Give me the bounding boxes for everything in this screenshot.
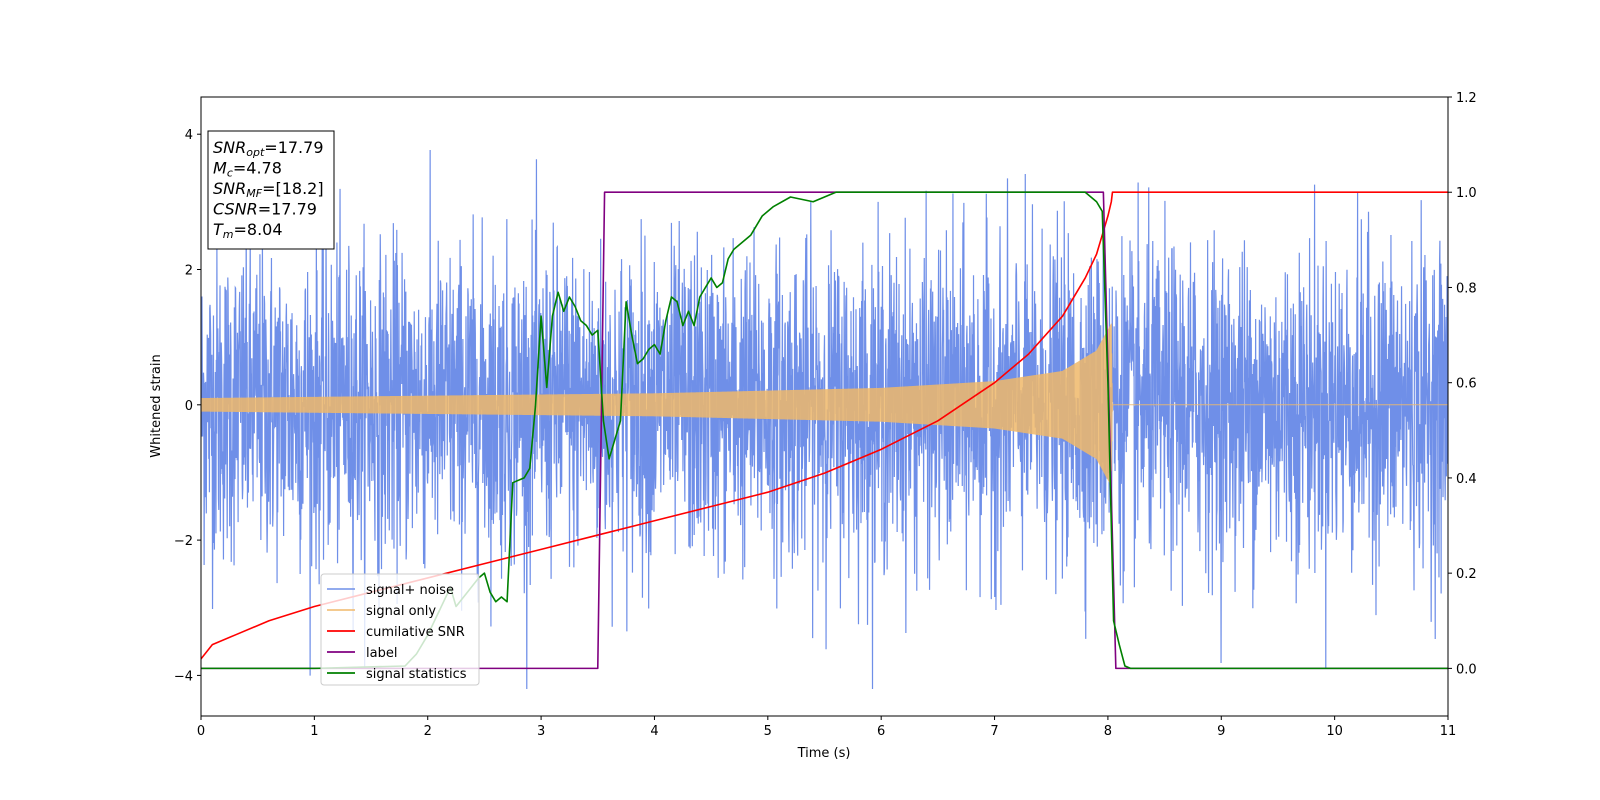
y-right-tick-label: 1.2 [1456, 91, 1477, 106]
y-left-tick-label: 0 [185, 399, 193, 414]
x-axis-label: Time (s) [797, 746, 851, 761]
info-box-line: Mc=4.78 [213, 159, 282, 180]
series-signal-noise-line [201, 150, 1448, 689]
x-tick-label: 5 [764, 724, 772, 739]
y-right-tick-label: 0.2 [1456, 567, 1477, 582]
legend-label: cumilative SNR [366, 625, 465, 640]
legend-label: label [366, 646, 397, 661]
y-left-tick-label: −2 [174, 534, 193, 549]
x-tick-label: 1 [310, 724, 318, 739]
y-left-tick-label: 2 [185, 264, 193, 279]
x-tick-label: 3 [537, 724, 545, 739]
axes-ticks: 0 1 2 3 4 5 6 7 8 9 10 11 4 2 0 −2 −4 1.2 1.0 0.8 0.6 0.4 0.2 0… [174, 91, 1477, 739]
plot-frame [200, 96, 1449, 717]
legend: signal+ noise signal only cumilative SNR la… [320, 573, 480, 686]
x-tick-label: 0 [197, 724, 205, 739]
info-box: SNRopt=17.79Mc=4.78SNRMF=[18.2]CSNR=17.7… [207, 130, 335, 250]
y-right-tick-label: 1.0 [1456, 186, 1477, 201]
y-left-tick-label: 4 [185, 128, 193, 143]
info-box-line: SNRMF=[18.2] [213, 179, 324, 200]
y-axis-label: Whitened strain [149, 354, 164, 457]
legend-frame [320, 573, 480, 686]
y-right-tick-label: 0.6 [1456, 377, 1477, 392]
info-box-line: SNRopt=17.79 [213, 138, 324, 159]
info-box-frame [207, 130, 335, 250]
x-tick-label: 11 [1440, 724, 1457, 739]
x-tick-label: 4 [650, 724, 658, 739]
legend-label: signal+ noise [366, 583, 454, 598]
legend-label: signal only [366, 604, 436, 619]
x-tick-label: 2 [424, 724, 432, 739]
x-tick-label: 9 [1217, 724, 1225, 739]
info-box-line: Tm=8.04 [213, 220, 283, 241]
x-tick-label: 6 [877, 724, 885, 739]
x-tick-label: 10 [1326, 724, 1343, 739]
x-tick-label: 7 [990, 724, 998, 739]
y-right-tick-label: 0.8 [1456, 281, 1477, 296]
series-signal-statistics-line [201, 191, 1448, 670]
x-tick-label: 8 [1104, 724, 1112, 739]
y-right-tick-label: 0.4 [1456, 472, 1477, 487]
y-right-tick-label: 0.0 [1456, 662, 1477, 677]
series-signal-only-line [201, 323, 1448, 486]
legend-label: signal statistics [366, 667, 467, 682]
y-left-tick-label: −4 [174, 669, 193, 684]
info-box-line: CSNR=17.79 [213, 200, 317, 219]
